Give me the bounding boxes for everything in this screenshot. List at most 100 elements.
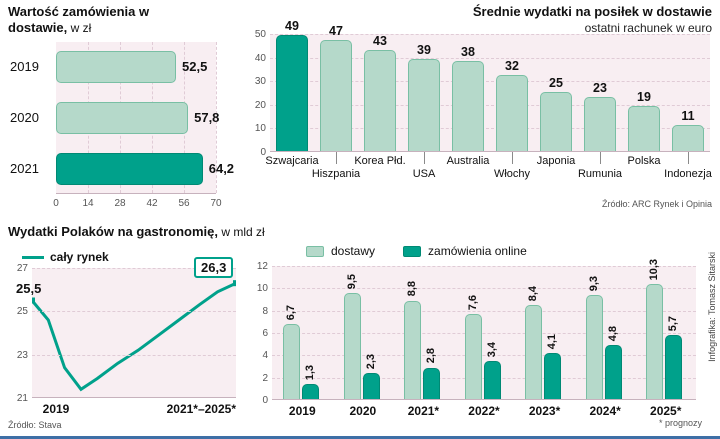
value-label: 39	[417, 42, 431, 57]
category-label: Polska	[627, 155, 661, 167]
value-label: 1,3	[304, 365, 316, 381]
value-label: 57,8	[194, 110, 220, 125]
value-label: 4,8	[606, 326, 619, 342]
chart-title: Wartość zamówienia w dostawie, w zł	[8, 4, 163, 36]
bar	[584, 96, 616, 151]
bar	[56, 102, 189, 134]
axis-tick	[600, 152, 601, 164]
y-axis-tick-label: 40	[254, 52, 266, 64]
bar	[56, 152, 203, 185]
source-note: Źródło: Stava	[8, 420, 62, 430]
bar	[276, 35, 308, 151]
bar	[628, 106, 660, 151]
gridline	[272, 288, 696, 290]
category-label: Rumunia	[577, 168, 623, 180]
axis-tick	[688, 152, 689, 164]
value-label: 4,1	[546, 333, 559, 350]
value-label: 6,7	[285, 304, 297, 321]
bar	[364, 49, 396, 151]
start-value-label: 25,5	[16, 281, 42, 296]
category-label: Japonia	[536, 155, 576, 167]
gridline	[270, 57, 710, 59]
category-label: USA	[412, 168, 436, 180]
gridline	[272, 310, 696, 312]
x-axis-tick-label: 70	[210, 198, 222, 209]
legend: cały rynek	[22, 250, 109, 264]
bar-online-orders	[423, 367, 441, 399]
gridline	[216, 42, 217, 193]
bar-deliveries	[343, 292, 361, 399]
x-axis-tick-label: 28	[114, 198, 126, 209]
x-axis-label-start: 2019	[42, 402, 70, 416]
bar-deliveries	[283, 324, 300, 399]
gridline	[32, 268, 236, 269]
category-label: 2019	[10, 59, 39, 75]
category-label: 2019	[288, 404, 316, 418]
bar-online-orders	[665, 335, 683, 399]
y-axis-tick-label: 8	[262, 305, 268, 317]
category-label: 2021	[10, 160, 39, 176]
category-label: Indonezja	[664, 168, 712, 180]
y-axis-tick-label: 21	[16, 393, 28, 404]
category-label: 2020	[10, 110, 39, 125]
y-axis-tick-label: 27	[16, 263, 28, 274]
bottom-rule	[0, 436, 720, 439]
line-legend-swatch	[22, 255, 44, 259]
chart-title-unit: w zł	[67, 21, 92, 35]
x-axis: 0 14 28 42 56 70	[8, 198, 244, 212]
bar	[56, 51, 176, 84]
value-label: 9,3	[587, 275, 600, 292]
y-axis-tick-label: 0	[262, 395, 268, 406]
value-label: 38	[461, 45, 475, 60]
chart-title-main: Wydatki Polaków na gastronomię,	[8, 224, 218, 239]
bar	[408, 58, 440, 151]
meal-cost-chart: Średnie wydatki na posiłek w dostawie os…	[246, 2, 712, 218]
chart-title: Średnie wydatki na posiłek w dostawie	[472, 4, 712, 19]
bar-online-orders	[604, 345, 622, 399]
value-label: 32	[505, 59, 519, 74]
bar	[540, 92, 572, 151]
y-axis-tick-label: 23	[16, 349, 28, 361]
y-axis-tick-label: 0	[260, 147, 266, 158]
value-label: 9,5	[345, 273, 358, 289]
bar-deliveries	[525, 305, 543, 399]
bar	[320, 40, 352, 151]
value-label: 8,4	[527, 285, 540, 302]
bar-online-orders	[362, 373, 380, 399]
gridline	[272, 266, 696, 267]
category-label: 2025*	[650, 404, 682, 418]
bar-online-orders	[483, 361, 501, 399]
value-label: 5,7	[667, 316, 680, 332]
delivery-online-chart: dostawy zamówienia online 12 10 8 6 4 2 0 6,7 1…	[250, 238, 706, 436]
y-axis-tick-label: 30	[254, 76, 266, 88]
axis-tick	[424, 152, 425, 164]
bar-deliveries	[464, 314, 482, 399]
plot-area: 52,5 57,8 64,2	[56, 42, 234, 194]
y-axis-tick-label: 10	[256, 283, 268, 295]
category-label: 2020	[349, 404, 377, 418]
gridline	[32, 311, 236, 313]
gridline	[270, 34, 710, 35]
y-axis: 27 25 23 21	[8, 224, 28, 404]
chart-title: Wydatki Polaków na gastronomię, w mld zł	[8, 224, 338, 240]
legend-label-deliveries: dostawy	[331, 244, 376, 258]
x-axis-label-range: 2021*–2025*	[166, 402, 236, 416]
axis-tick	[512, 152, 513, 164]
value-label: 10,3	[648, 258, 661, 280]
gridline	[32, 354, 236, 356]
y-axis-tick-label: 4	[262, 350, 268, 362]
gastronomy-market-chart: Wydatki Polaków na gastronomię, w mld zł…	[8, 224, 265, 430]
y-axis-tick-label: 50	[254, 29, 266, 40]
gridline	[272, 333, 696, 334]
bar	[672, 125, 704, 151]
market-line-svg	[29, 280, 239, 392]
y-axis-tick-label: 12	[256, 261, 268, 272]
bar-online-orders	[302, 384, 319, 399]
plot-area	[29, 268, 239, 398]
category-label: Hiszpania	[311, 168, 361, 180]
category-label: 2022*	[468, 404, 500, 418]
x-axis-tick-label: 56	[178, 198, 190, 209]
y-axis-tick-label: 2	[262, 372, 268, 384]
category-label: 2021*	[407, 404, 440, 418]
infographic-credit: Infografika: Tomasz Sitarski	[707, 252, 717, 362]
